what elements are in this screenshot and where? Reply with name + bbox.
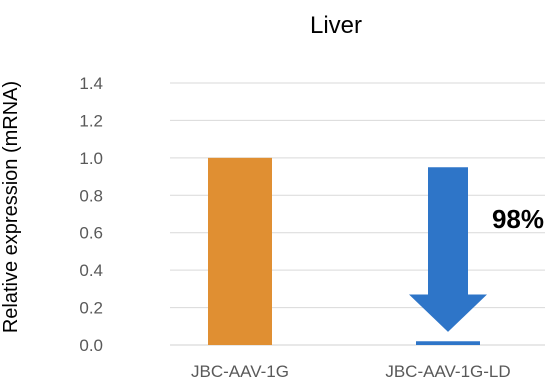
y-tick-label: 0.4	[79, 261, 103, 280]
y-tick-label: 1.2	[79, 111, 103, 130]
y-axis-label: Relative expression (mRNA)	[0, 81, 22, 333]
bar	[208, 157, 272, 345]
y-tick-label: 0.6	[79, 224, 103, 243]
y-tick-label: 1.4	[79, 74, 103, 93]
reduction-arrow-icon	[409, 167, 487, 332]
category-label: JBC-AAV-1G-LD	[385, 362, 510, 381]
y-tick-labels: 0.0 0.2 0.4 0.6 0.8 1.0 1.2 1.4	[79, 74, 103, 355]
reduction-percent-label: 98%	[492, 204, 544, 234]
annotation: 98%	[409, 167, 544, 332]
bar	[416, 341, 480, 345]
chart-title: Liver	[310, 12, 362, 39]
bars	[208, 157, 480, 345]
category-labels: JBC-AAV-1G JBC-AAV-1G-LD	[191, 362, 511, 381]
category-label: JBC-AAV-1G	[191, 362, 289, 381]
y-tick-label: 0.0	[79, 336, 103, 355]
y-tick-label: 0.2	[79, 299, 103, 318]
y-tick-label: 1.0	[79, 149, 103, 168]
y-tick-label: 0.8	[79, 186, 103, 205]
